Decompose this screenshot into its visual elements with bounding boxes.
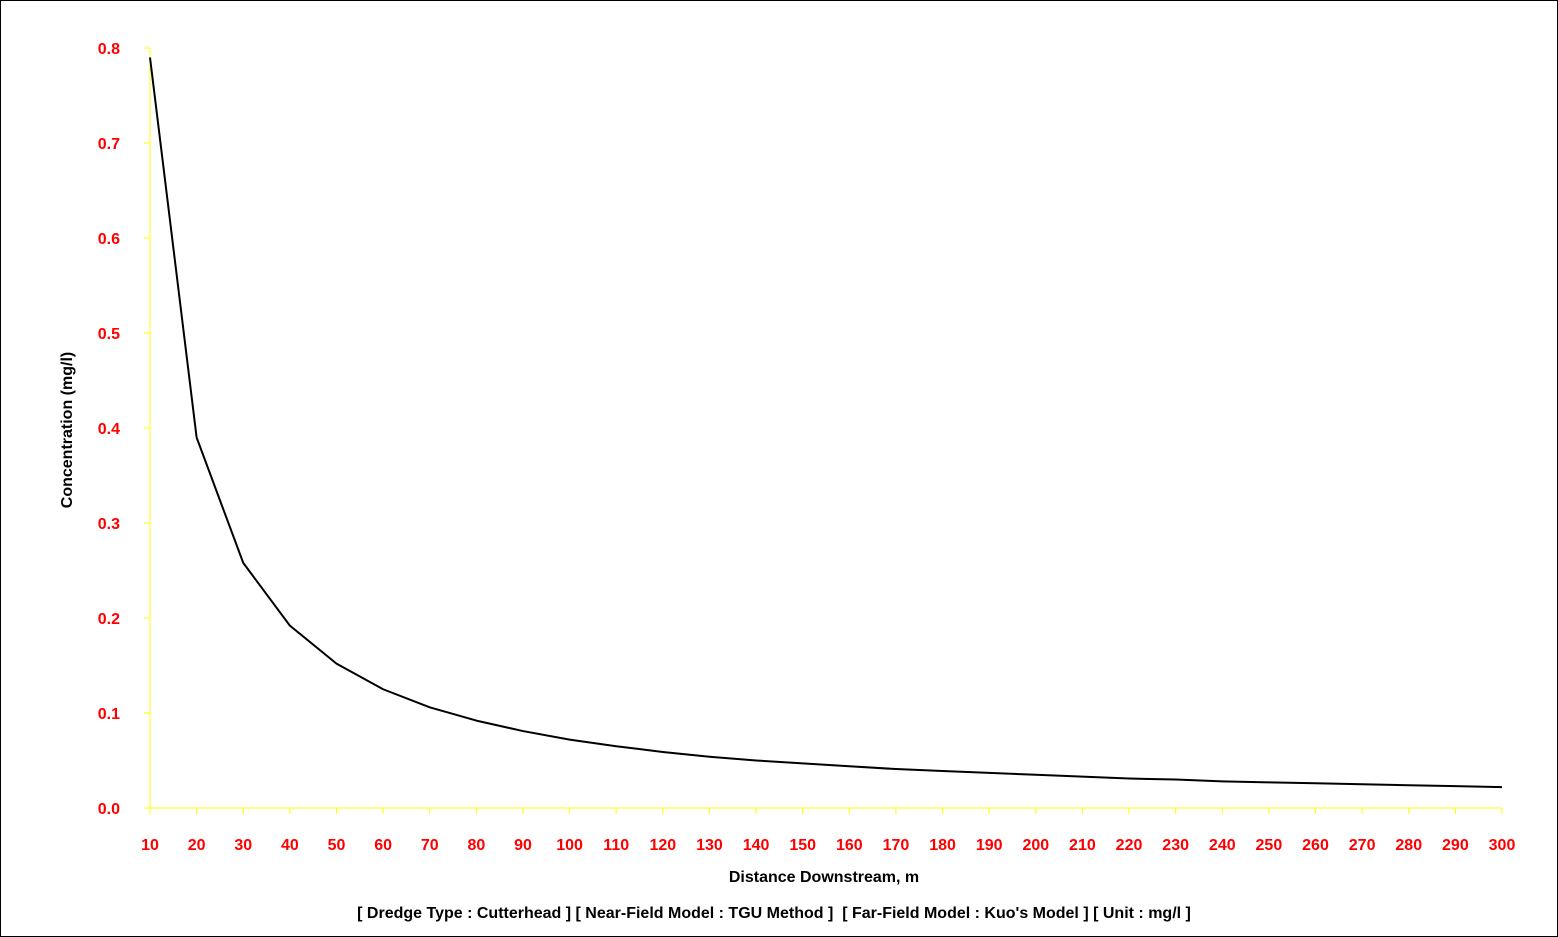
x-tick-label: 250 [1256,837,1283,854]
axes [144,47,1503,814]
x-tick-label: 120 [649,837,676,854]
x-tick-label: 130 [696,837,723,854]
x-axis-title: Distance Downstream, m [729,869,919,886]
y-axis-title: Concentration (mg/l) [59,352,76,508]
x-tick-label: 30 [234,837,252,854]
x-tick-label: 170 [883,837,910,854]
y-tick-label: 0.6 [98,231,120,248]
x-tick-label: 230 [1162,837,1189,854]
x-tick-label: 60 [374,837,392,854]
x-tick-labels: 10 20 30 40 50 60 70 80 90 100 110 120 130 140 150 160 1… [141,837,1515,854]
x-tick-label: 280 [1395,837,1422,854]
x-tick-label: 40 [281,837,299,854]
y-tick-label: 0.7 [98,136,120,153]
x-tick-label: 300 [1489,837,1516,854]
y-tick-label: 0.5 [98,326,120,343]
x-tick-label: 180 [929,837,956,854]
series-line [149,57,1503,789]
y-tick-label: 0.8 [98,41,120,58]
x-tick-label: 90 [514,837,532,854]
x-tick-label: 100 [556,837,583,854]
x-tick-label: 110 [603,837,629,854]
x-tick-label: 70 [421,837,439,854]
y-tick-label: 0.0 [98,801,120,818]
y-tick-labels: 0.0 0.1 0.2 0.3 0.4 0.5 0.6 0.7 0.8 [98,41,120,818]
x-tick-label: 50 [328,837,346,854]
x-tick-label: 160 [836,837,863,854]
x-tick-label: 150 [789,837,816,854]
y-tick-label: 0.4 [98,421,120,438]
y-tick-label: 0.3 [98,516,120,533]
x-tick-label: 10 [141,837,159,854]
series-group [149,57,1503,789]
x-tick-label: 270 [1349,837,1376,854]
x-tick-label: 210 [1069,837,1096,854]
x-tick-label: 290 [1442,837,1469,854]
x-tick-label: 140 [743,837,770,854]
x-tick-label: 80 [467,837,485,854]
chart-caption: [ Dredge Type : Cutterhead ] [ Near-Fiel… [357,905,1191,922]
y-tick-label: 0.2 [98,611,120,628]
x-tick-label: 20 [188,837,206,854]
x-tick-label: 190 [976,837,1003,854]
y-tick-label: 0.1 [98,706,120,723]
x-tick-label: 200 [1022,837,1049,854]
x-tick-label: 260 [1302,837,1329,854]
x-tick-label: 240 [1209,837,1236,854]
x-tick-label: 220 [1116,837,1143,854]
